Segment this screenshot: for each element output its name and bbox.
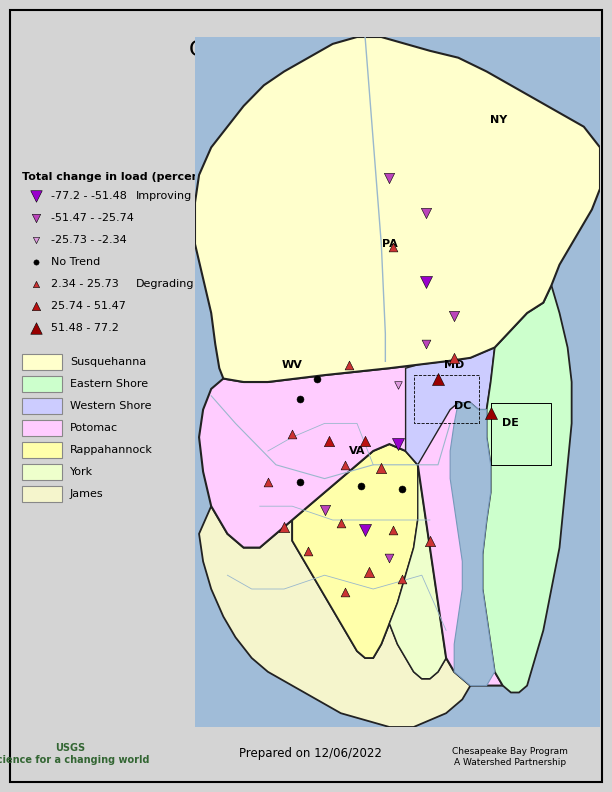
Point (287, 428, 297, 440)
Polygon shape (292, 444, 422, 658)
Polygon shape (195, 37, 600, 382)
Point (397, 573, 406, 585)
Point (31, 234, 41, 246)
Point (340, 459, 349, 471)
Point (296, 476, 305, 489)
Text: Total change in load (percent): Total change in load (percent) (22, 172, 210, 182)
Text: Potomac: Potomac (70, 423, 118, 433)
Text: DC: DC (453, 402, 471, 411)
Point (324, 434, 334, 447)
Text: Change in Nitrate in Percent:
1985-2020: Change in Nitrate in Percent: 1985-2020 (189, 40, 511, 84)
Text: York: York (70, 467, 93, 477)
Text: Rappahannock: Rappahannock (70, 445, 153, 455)
Polygon shape (406, 348, 494, 465)
Point (421, 337, 431, 350)
Point (389, 524, 398, 537)
Point (384, 172, 394, 185)
Text: -25.73 - -2.34: -25.73 - -2.34 (51, 235, 127, 245)
Text: Western Shore: Western Shore (70, 401, 152, 411)
Point (389, 241, 398, 253)
FancyBboxPatch shape (22, 442, 62, 458)
Polygon shape (199, 506, 471, 727)
Text: 25.74 - 51.47: 25.74 - 51.47 (51, 301, 126, 311)
Text: Chesapeake Bay Program
A Watershed Partnership: Chesapeake Bay Program A Watershed Partn… (452, 748, 568, 767)
Point (397, 482, 406, 495)
Point (486, 407, 496, 420)
Text: Eastern Shore: Eastern Shore (70, 379, 148, 389)
Point (319, 503, 329, 516)
Polygon shape (450, 402, 494, 686)
Text: USGS
science for a changing world: USGS science for a changing world (0, 743, 149, 765)
FancyBboxPatch shape (22, 354, 62, 370)
Point (384, 551, 394, 564)
Point (356, 479, 366, 492)
Point (433, 372, 443, 385)
Text: PA: PA (381, 239, 397, 249)
Text: -77.2 - -51.48: -77.2 - -51.48 (51, 191, 127, 201)
Point (364, 565, 374, 578)
Point (449, 352, 459, 364)
Point (421, 207, 431, 219)
Text: MD: MD (444, 360, 465, 370)
Polygon shape (482, 285, 572, 692)
Text: NY: NY (490, 115, 507, 125)
FancyBboxPatch shape (22, 420, 62, 436)
Point (376, 462, 386, 474)
Polygon shape (389, 465, 446, 679)
Point (425, 535, 435, 547)
Point (360, 524, 370, 537)
Point (340, 586, 349, 599)
Point (31, 189, 41, 202)
Point (393, 438, 403, 451)
Point (344, 359, 354, 371)
Point (296, 393, 305, 406)
Point (31, 322, 41, 334)
Text: WV: WV (282, 360, 303, 370)
Text: James: James (70, 489, 103, 499)
Text: VA: VA (349, 446, 365, 456)
Polygon shape (199, 348, 503, 686)
Point (360, 434, 370, 447)
FancyBboxPatch shape (22, 398, 62, 414)
Text: DE: DE (502, 418, 520, 428)
Text: Prepared on 12/06/2022: Prepared on 12/06/2022 (239, 748, 381, 760)
Point (31, 256, 41, 268)
Text: 2.34 - 25.73: 2.34 - 25.73 (51, 279, 119, 289)
FancyBboxPatch shape (22, 376, 62, 392)
Point (304, 545, 313, 558)
Point (263, 476, 273, 489)
Text: Improving: Improving (136, 191, 192, 201)
Point (312, 372, 321, 385)
Point (31, 211, 41, 224)
FancyBboxPatch shape (22, 464, 62, 480)
Text: No Trend: No Trend (51, 257, 100, 267)
Text: Degrading: Degrading (136, 279, 195, 289)
Point (336, 517, 346, 530)
Point (421, 276, 431, 288)
Text: -51.47 - -25.74: -51.47 - -25.74 (51, 213, 134, 223)
Point (31, 299, 41, 312)
Point (449, 310, 459, 323)
Point (279, 520, 289, 533)
FancyBboxPatch shape (10, 10, 602, 782)
Point (393, 379, 403, 392)
Point (31, 278, 41, 291)
Text: 51.48 - 77.2: 51.48 - 77.2 (51, 323, 119, 333)
Text: Susquehanna: Susquehanna (70, 357, 146, 367)
FancyBboxPatch shape (22, 486, 62, 502)
